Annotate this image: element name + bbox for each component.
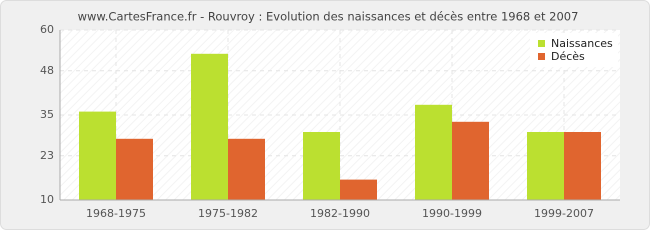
bar bbox=[415, 104, 452, 200]
chart: www.CartesFrance.fr - Rouvroy : Evolutio… bbox=[0, 0, 650, 230]
x-tick-label: 1975-1982 bbox=[198, 207, 258, 220]
bar bbox=[191, 53, 228, 200]
bar bbox=[303, 132, 340, 200]
bar bbox=[452, 121, 489, 200]
y-tick-label: 10 bbox=[40, 193, 54, 206]
y-tick-label: 60 bbox=[40, 23, 54, 36]
bar bbox=[228, 138, 265, 200]
y-tick-label: 48 bbox=[40, 64, 54, 77]
chart-title: www.CartesFrance.fr - Rouvroy : Evolutio… bbox=[78, 10, 579, 24]
bar bbox=[116, 138, 153, 200]
legend-box bbox=[530, 33, 618, 67]
bar bbox=[527, 132, 564, 200]
x-tick-label: 1968-1975 bbox=[86, 207, 146, 220]
legend-label: Décès bbox=[551, 50, 585, 63]
x-tick-label: 1982-1990 bbox=[310, 207, 370, 220]
legend-label: Naissances bbox=[551, 37, 613, 50]
bar bbox=[340, 179, 377, 200]
x-tick-label: 1999-2007 bbox=[534, 207, 594, 220]
x-tick-label: 1990-1999 bbox=[422, 207, 482, 220]
bar bbox=[564, 132, 601, 200]
legend-swatch bbox=[538, 40, 545, 47]
bar bbox=[79, 111, 116, 200]
y-tick-label: 23 bbox=[40, 149, 54, 162]
legend-swatch bbox=[538, 53, 545, 60]
y-tick-label: 35 bbox=[40, 108, 54, 121]
